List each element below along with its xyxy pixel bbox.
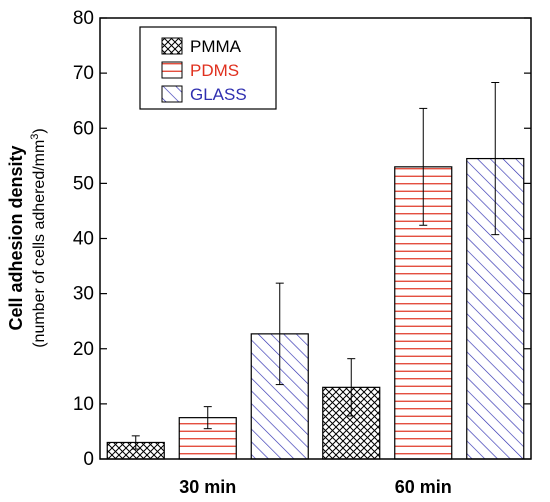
legend-label-pdms: PDMS xyxy=(190,61,239,80)
y-tick-label: 20 xyxy=(73,339,94,360)
y-tick-label: 80 xyxy=(73,8,94,29)
y-axis-label: Cell adhesion density xyxy=(6,145,26,330)
y-axis-sublabel: (number of cells adhered/mm3) xyxy=(29,128,48,348)
y-tick-label: 70 xyxy=(73,63,94,84)
plot-frame xyxy=(99,17,532,460)
y-tick-label: 50 xyxy=(73,173,94,194)
legend: PMMA PDMS GLASS xyxy=(139,26,277,110)
x-category-label: 60 min xyxy=(395,477,452,497)
y-axis-title: Cell adhesion density (number of cells a… xyxy=(6,128,48,348)
y-tick-label: 30 xyxy=(73,284,94,305)
y-tick-label: 60 xyxy=(73,118,94,139)
y-axis-ticks: 0 10 20 30 40 50 60 70 80 xyxy=(73,8,531,470)
y-tick-label: 0 xyxy=(83,449,94,470)
legend-swatch-pdms xyxy=(161,61,183,79)
y-tick-label: 40 xyxy=(73,229,94,250)
x-category-label: 30 min xyxy=(179,477,236,497)
x-axis-categories: 30 min 60 min xyxy=(179,477,452,497)
bars xyxy=(106,81,525,460)
legend-label-glass: GLASS xyxy=(190,85,247,104)
legend-swatch-glass xyxy=(161,85,183,103)
y-tick-label: 10 xyxy=(73,394,94,415)
legend-swatch-pmma xyxy=(161,37,183,55)
legend-label-pmma: PMMA xyxy=(190,37,242,56)
